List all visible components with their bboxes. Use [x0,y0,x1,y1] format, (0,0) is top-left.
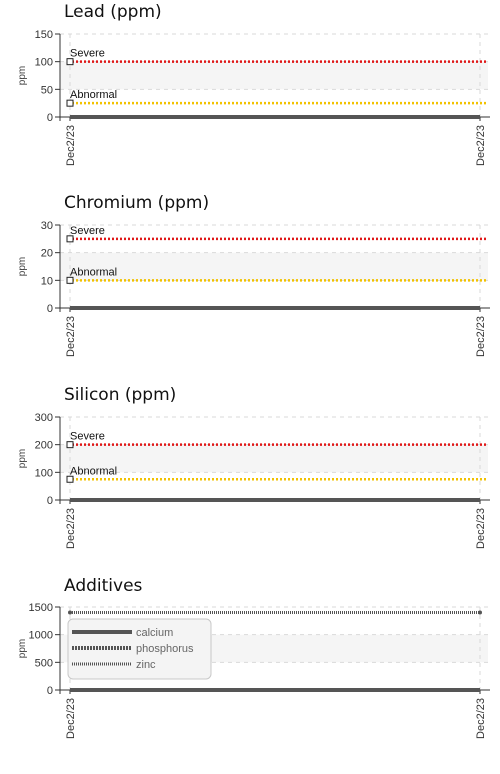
y-tick-label: 0 [47,685,53,697]
y-tick-label: 1000 [29,630,53,642]
x-tick-label: Dec2/23 [475,508,487,549]
y-tick-label: 150 [35,29,53,41]
limit-label: Abnormal [70,89,117,101]
legend-label: zinc [136,659,156,671]
limit-label: Severe [70,225,105,237]
x-tick-label: Dec2/23 [475,316,487,357]
y-tick-label: 30 [41,220,53,232]
y-tick-label: 0 [47,112,53,124]
limit-marker [66,235,74,243]
x-tick-label: Dec2/23 [65,698,77,739]
legend-label: phosphorus [136,643,194,655]
limit-marker [66,475,74,483]
y-tick-label: 500 [35,657,53,669]
y-axis-label: ppm [17,449,28,468]
chart-additives: 0 500 1000 1500 ppm Dec2/23 Dec2/23 calcium phos… [17,602,490,739]
x-tick-label: Dec2/23 [65,125,77,166]
x-tick-label: Dec2/23 [65,316,77,357]
plot-band [60,444,488,473]
x-tick-label: Dec2/23 [475,125,487,166]
chart-chromium: 0 10 20 30 ppm Dec2/23 Dec2/23 Abnormal Severe [17,220,490,357]
y-tick-label: 300 [35,412,53,424]
chart-silicon: 0 100 200 300 ppm Dec2/23 Dec2/23 Abnormal Sever… [17,412,490,549]
y-axis-label: ppm [17,66,28,85]
y-tick-label: 50 [41,84,53,96]
limit-label: Severe [70,48,105,60]
data-point [478,610,482,615]
y-tick-label: 10 [41,275,53,287]
limit-label: Abnormal [70,266,117,278]
chart-title-silicon: Silicon (ppm) [64,385,177,405]
limit-label: Abnormal [70,465,117,477]
y-axis-label: ppm [17,639,28,658]
limit-marker [66,276,74,284]
chart-lead: 0 50 100 150 ppm Dec2/23 Dec2/23 Abnormal Severe [17,29,490,166]
y-tick-label: 100 [35,57,53,69]
chart-title-lead: Lead (ppm) [64,2,162,22]
x-tick-label: Dec2/23 [475,698,487,739]
plot-band [60,252,488,281]
limit-label: Severe [70,431,105,443]
plot-band [60,61,488,90]
x-tick-label: Dec2/23 [65,508,77,549]
chart-title-additives: Additives [64,576,143,596]
y-tick-label: 0 [47,495,53,507]
legend-label: calcium [136,627,173,639]
limit-marker [66,58,74,66]
limit-marker [66,441,74,449]
y-tick-label: 200 [35,440,53,452]
y-tick-label: 0 [47,303,53,315]
limit-marker [66,99,74,107]
chart-title-chromium: Chromium (ppm) [64,193,210,213]
data-point [68,610,72,615]
y-tick-label: 1500 [29,602,53,614]
y-axis-label: ppm [17,257,28,276]
y-tick-label: 20 [41,248,53,260]
y-tick-label: 100 [35,467,53,479]
